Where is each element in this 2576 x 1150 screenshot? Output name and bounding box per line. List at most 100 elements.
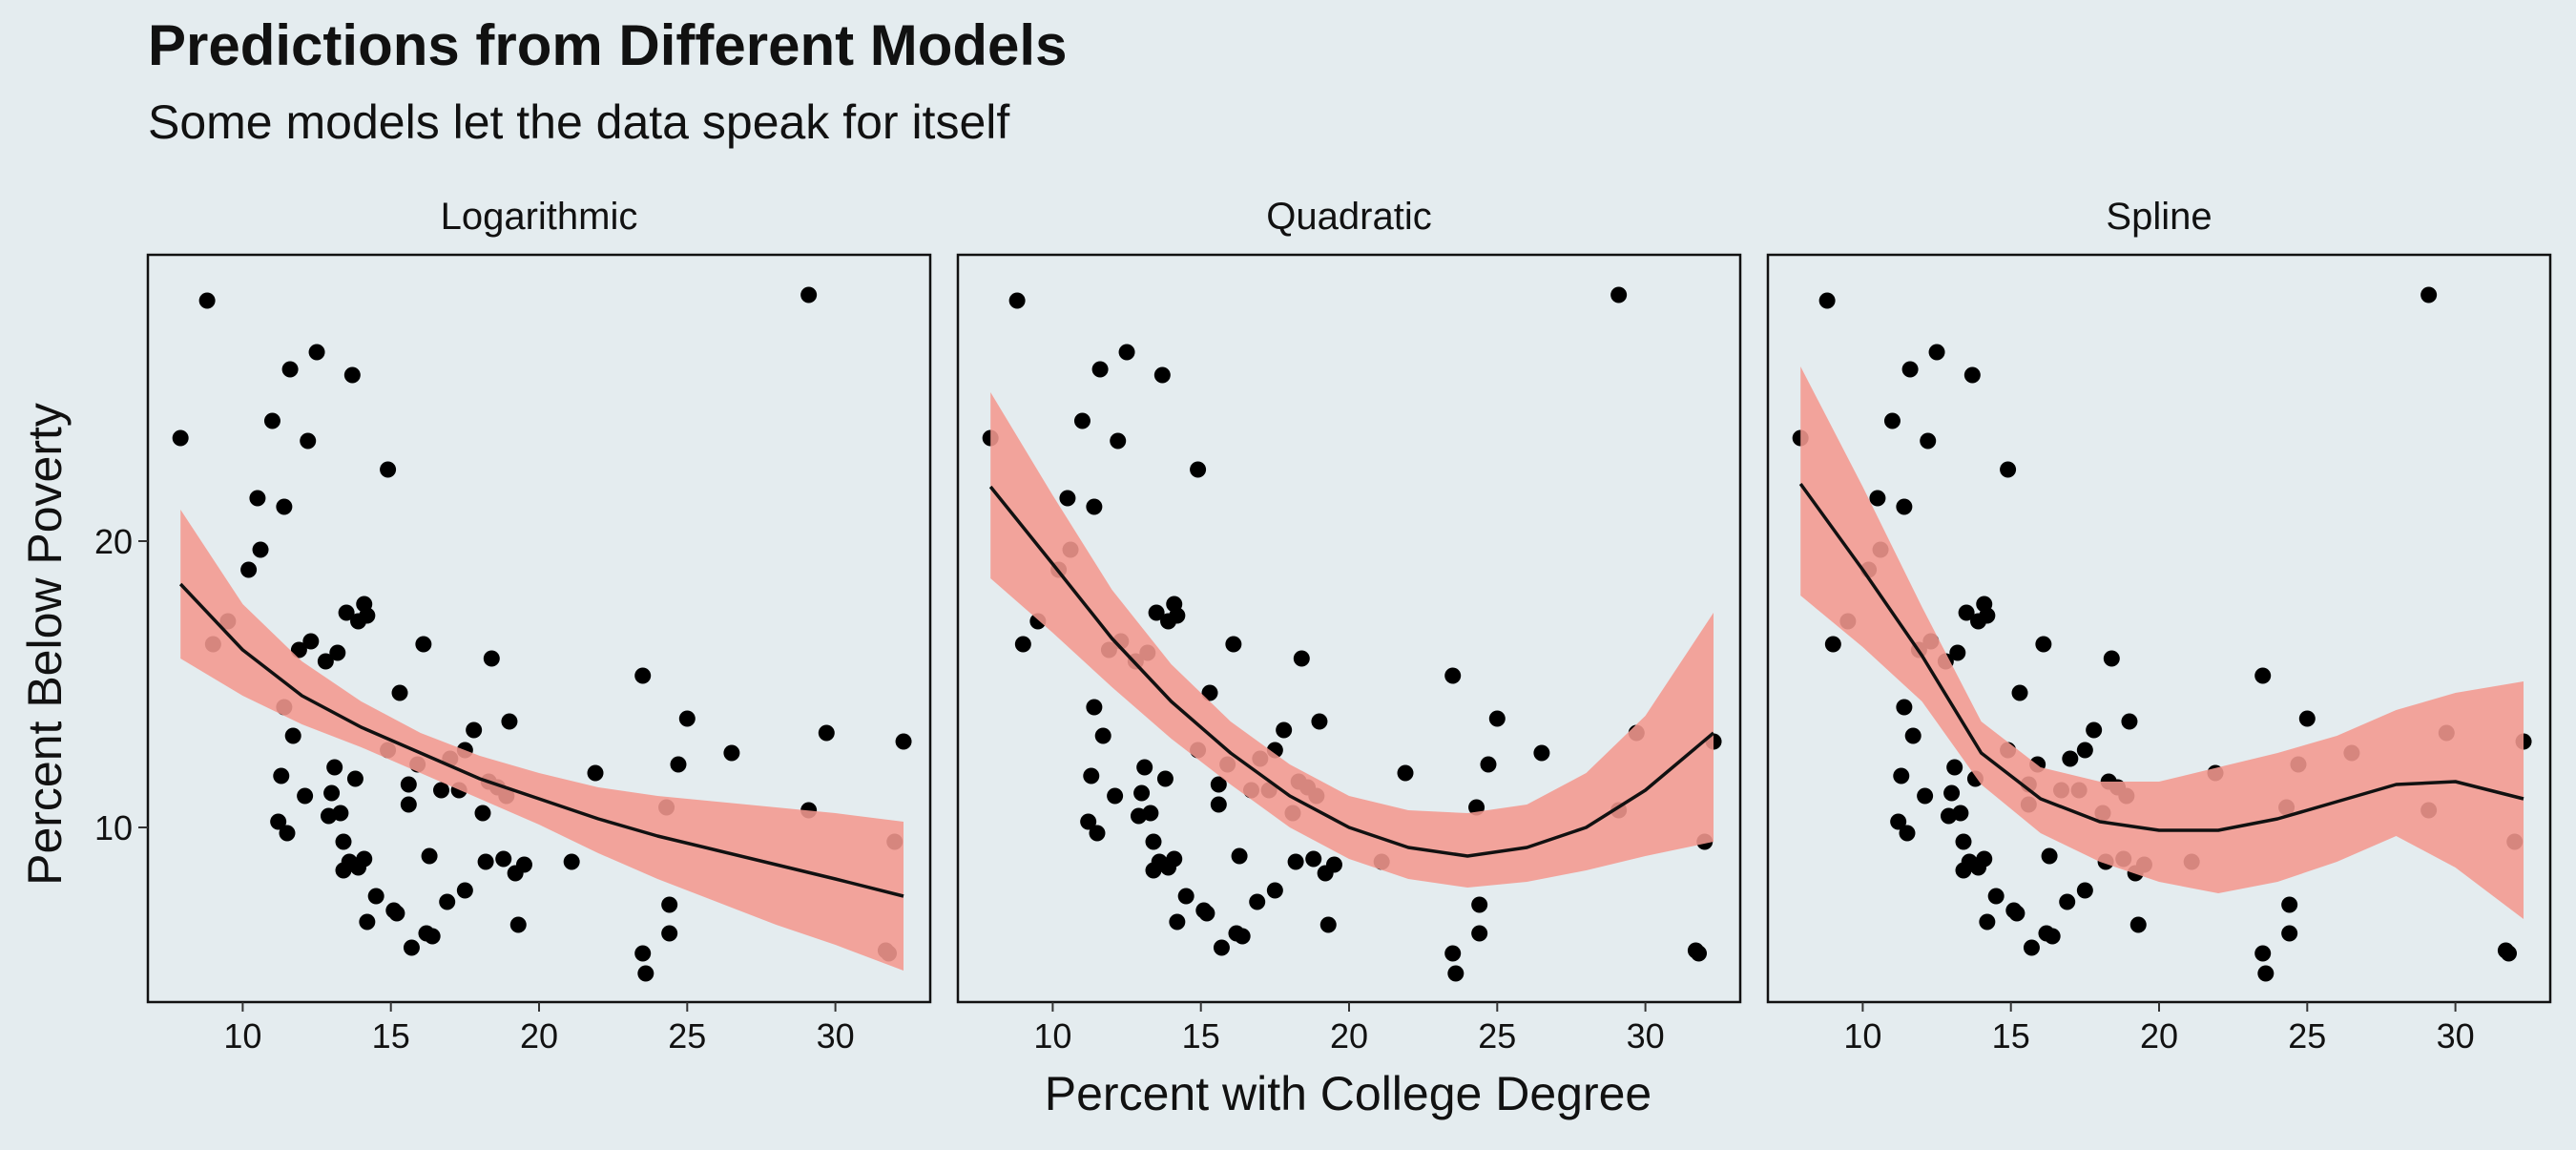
data-point (1201, 684, 1218, 701)
data-point (1319, 916, 1337, 933)
data-point (1397, 764, 1414, 782)
data-point (1325, 856, 1342, 873)
data-point (1210, 796, 1227, 813)
confidence-band (1800, 366, 2524, 919)
data-point (356, 850, 373, 868)
data-point (1447, 965, 1465, 982)
x-tick-label: 20 (520, 1016, 558, 1056)
data-point (1142, 805, 1159, 822)
data-point (1234, 928, 1251, 945)
data-point (1896, 699, 1913, 716)
data-point (1963, 366, 1981, 384)
data-point (2008, 905, 2025, 922)
data-point (563, 853, 580, 870)
data-point (1311, 713, 1328, 730)
data-point (1471, 925, 1488, 942)
data-point (2076, 742, 2093, 759)
data-point (2086, 721, 2103, 739)
data-point (800, 286, 818, 303)
x-tick-label: 25 (1478, 1016, 1516, 1056)
data-point (326, 759, 343, 776)
data-point (1444, 667, 1462, 684)
data-point (1949, 644, 1966, 661)
y-axis-title: Percent Below Poverty (18, 403, 72, 886)
data-point (1110, 432, 1127, 450)
data-point (1488, 710, 1506, 727)
data-point (1083, 767, 1100, 784)
fit-line (1798, 482, 2524, 832)
data-point (1955, 833, 1972, 850)
x-tick-label: 15 (372, 1016, 410, 1056)
data-point (637, 965, 654, 982)
data-point (297, 787, 314, 805)
data-point (1946, 759, 1963, 776)
data-point (1086, 699, 1103, 716)
data-point (1899, 825, 1916, 842)
data-point (2420, 286, 2438, 303)
data-point (634, 667, 652, 684)
data-point (2076, 882, 2093, 899)
data-point (1266, 882, 1283, 899)
data-point (501, 713, 518, 730)
data-point (172, 429, 189, 447)
panel-logarithmic: Logarithmic 10 15 20 25 30 10 20 (94, 196, 932, 1056)
data-point (1917, 787, 1934, 805)
data-point (2501, 945, 2518, 962)
data-point (474, 805, 491, 822)
data-point (1169, 607, 1186, 624)
data-point (1691, 945, 1708, 962)
data-point (359, 607, 376, 624)
x-tick-label: 15 (1182, 1016, 1220, 1056)
chart-subtitle: Some models let the data speak for itsel… (148, 95, 1009, 149)
data-point (300, 432, 317, 450)
data-point (332, 805, 349, 822)
data-point (1231, 847, 1248, 865)
data-point (1094, 727, 1111, 744)
data-point (818, 724, 835, 742)
data-point (1210, 776, 1227, 793)
panel-label: Logarithmic (441, 196, 638, 238)
data-point (515, 856, 532, 873)
data-point (2254, 667, 2272, 684)
data-point (403, 939, 420, 956)
data-point (317, 653, 334, 670)
data-point (1883, 412, 1901, 429)
data-point (198, 292, 216, 309)
data-point (290, 641, 307, 659)
data-point (1943, 784, 1961, 802)
data-point (1890, 813, 1907, 830)
data-point (1198, 905, 1215, 922)
data-point (2254, 945, 2272, 962)
data-point (1177, 888, 1195, 905)
confidence-band (180, 510, 904, 971)
data-point (1190, 461, 1207, 478)
data-point (1118, 344, 1135, 361)
data-point (252, 541, 269, 558)
data-point (2011, 684, 2028, 701)
data-point (1287, 853, 1304, 870)
data-point (359, 913, 376, 930)
data-point (2298, 710, 2316, 727)
data-point (400, 796, 417, 813)
panel-label: Quadratic (1266, 196, 1431, 238)
data-point (1976, 850, 1993, 868)
x-tick-label: 10 (1843, 1016, 1881, 1056)
x-tick-label: 20 (2140, 1016, 2178, 1056)
data-point (263, 412, 280, 429)
data-point (1901, 361, 1919, 378)
data-point (1086, 498, 1103, 515)
data-point (1987, 888, 2005, 905)
data-point (439, 893, 456, 910)
data-point (2000, 461, 2017, 478)
data-point (338, 604, 355, 621)
y-tick-label: 10 (94, 808, 133, 847)
data-point (1276, 721, 1293, 739)
data-point (895, 733, 912, 750)
data-point (661, 925, 678, 942)
data-point (1818, 292, 1836, 309)
data-point (284, 727, 301, 744)
x-tick-label: 10 (1033, 1016, 1071, 1056)
data-point (1225, 636, 1242, 653)
panel-spline: Spline 10 15 20 25 30 (1766, 196, 2552, 1056)
confidence-band (990, 392, 1714, 888)
